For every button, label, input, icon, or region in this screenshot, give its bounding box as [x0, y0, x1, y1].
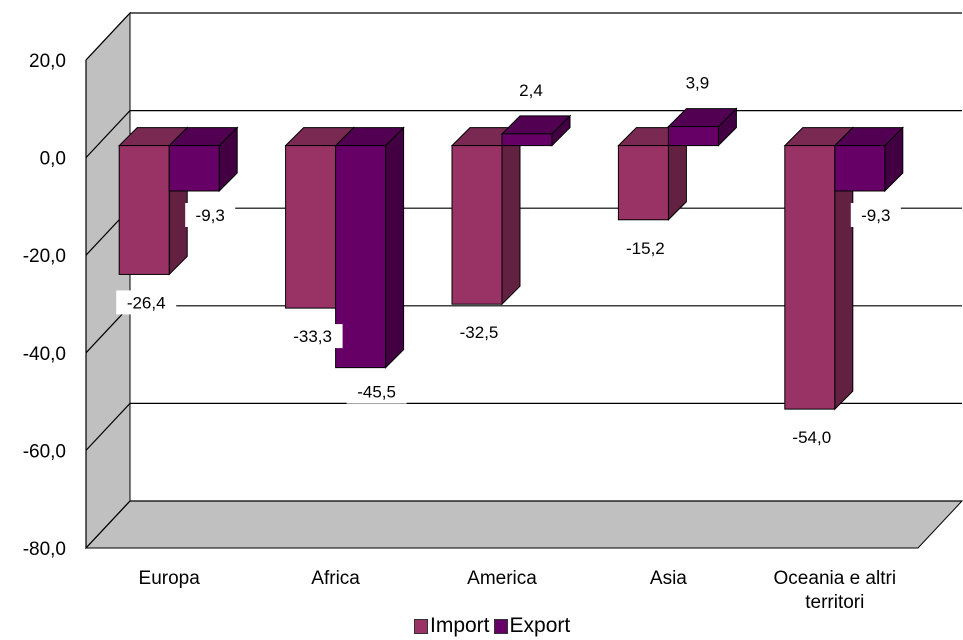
x-tick-label: Oceania e altri — [774, 568, 897, 589]
legend: Import Export — [414, 614, 574, 638]
data-label-bg — [346, 379, 407, 404]
data-label-bg — [677, 70, 718, 95]
gridline — [85, 500, 962, 549]
y-tick-label: -20,0 — [23, 246, 66, 267]
side-wall — [85, 11, 131, 550]
data-label-bg — [116, 290, 177, 315]
gridline — [85, 12, 962, 61]
data-label-bg — [282, 324, 343, 349]
data-label-bg — [615, 235, 676, 260]
data-label-bg — [185, 202, 236, 227]
bar-side — [501, 126, 521, 306]
data-label-bg — [850, 202, 901, 227]
data-label: 2,4 — [519, 81, 543, 100]
x-tick-label: Asia — [650, 568, 687, 589]
legend-item-export: Export — [493, 614, 571, 638]
x-tick-label: territori — [805, 592, 864, 613]
data-label-bg — [511, 77, 551, 102]
data-label: -26,4 — [127, 293, 166, 312]
legend-item-import: Import — [414, 614, 490, 638]
bar — [118, 145, 170, 275]
data-label-bg — [449, 320, 509, 345]
y-tick-label: -40,0 — [23, 344, 66, 365]
bar — [617, 145, 669, 221]
legend-label-import: Import — [430, 614, 490, 637]
legend-swatch-export — [493, 618, 508, 634]
bar — [451, 145, 503, 305]
y-tick-label: 0,0 — [40, 149, 66, 170]
x-tick-label: Europa — [139, 568, 201, 589]
data-label: -32,5 — [460, 323, 499, 342]
data-label: -9,3 — [196, 206, 225, 225]
data-label: -15,2 — [626, 239, 665, 258]
bar — [168, 145, 220, 192]
data-label: -33,3 — [293, 327, 332, 346]
y-tick-label: -60,0 — [23, 441, 66, 462]
data-label: -54,0 — [792, 428, 831, 447]
y-tick-label: 20,0 — [29, 51, 66, 72]
bar-side — [385, 126, 405, 369]
data-label-bg — [781, 425, 842, 450]
bar — [285, 145, 337, 309]
x-tick-label: America — [467, 568, 537, 589]
bar — [667, 126, 719, 147]
bar — [834, 145, 886, 192]
y-tick-label: -80,0 — [23, 539, 66, 560]
floor — [84, 500, 963, 549]
gridline — [85, 402, 962, 451]
x-tick-label: Africa — [311, 568, 360, 589]
legend-swatch-import — [414, 618, 428, 634]
data-label: 3,9 — [686, 74, 710, 93]
bar — [784, 145, 836, 410]
data-label: -9,3 — [861, 206, 890, 225]
data-label: -45,5 — [357, 383, 396, 402]
legend-label-export: Export — [509, 614, 571, 637]
bar — [335, 145, 387, 369]
bar — [501, 133, 553, 147]
